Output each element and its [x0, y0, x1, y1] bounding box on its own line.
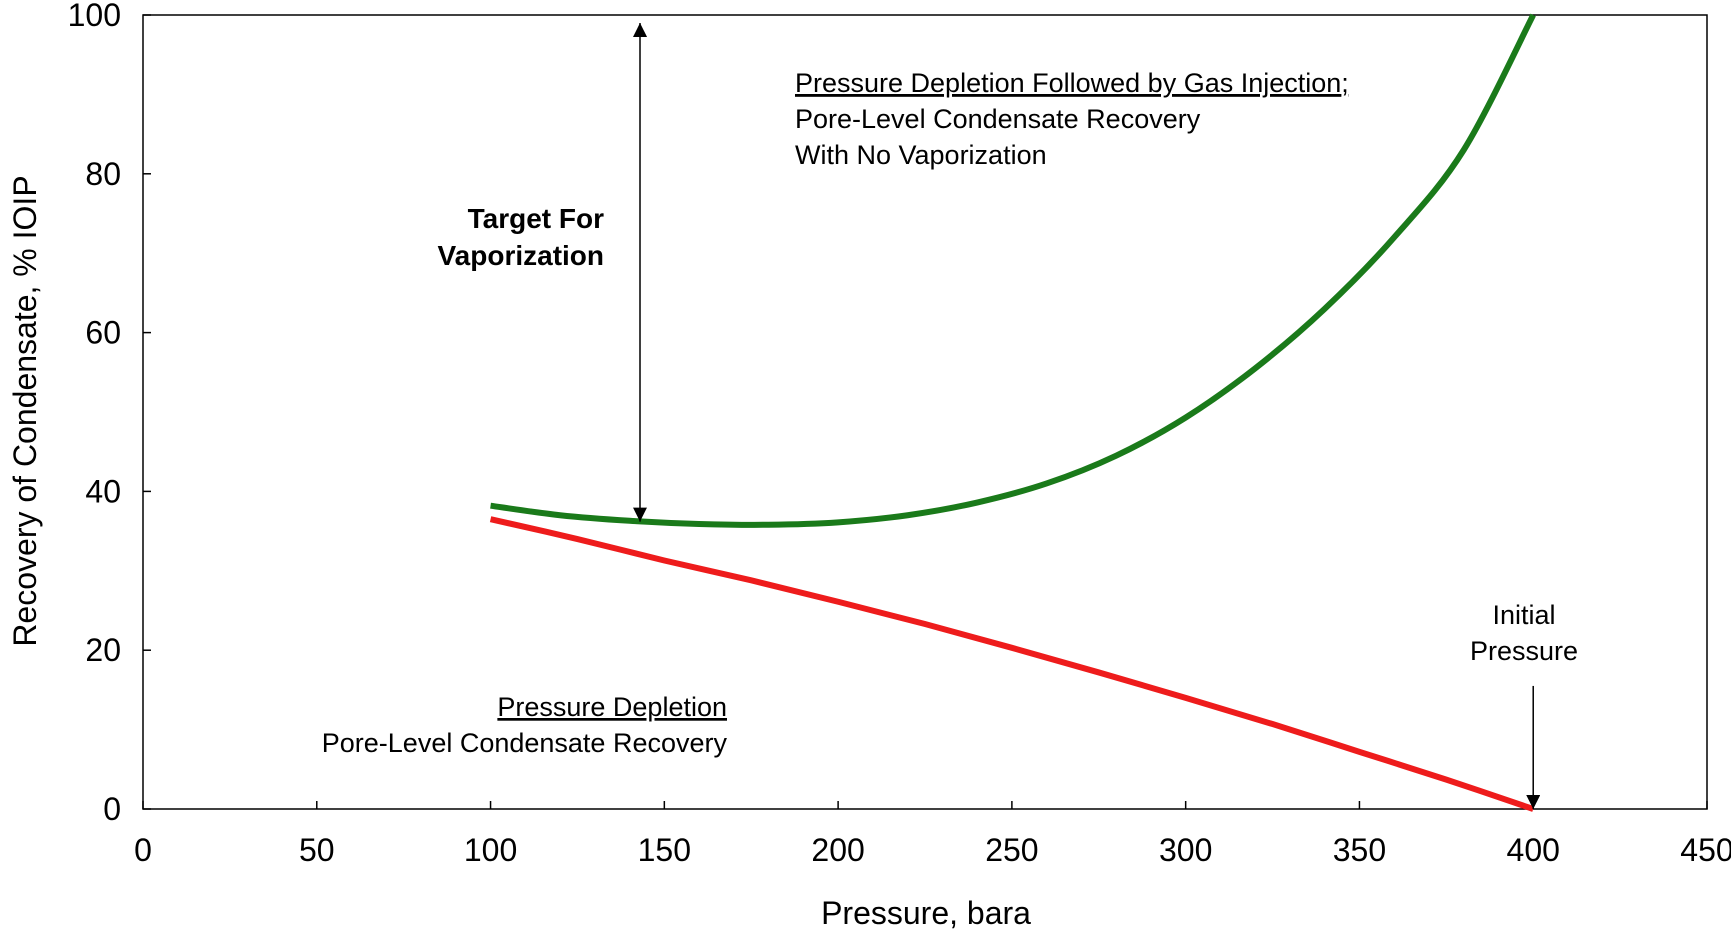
y-tick-label: 80 — [85, 156, 121, 192]
gas-injection-label-line2: Pore-Level Condensate Recovery — [795, 104, 1201, 134]
initial-pressure-label-line1: Initial — [1492, 600, 1555, 630]
y-tick-label: 0 — [103, 791, 121, 827]
x-tick-label: 0 — [134, 832, 152, 868]
x-tick-label: 250 — [985, 832, 1038, 868]
x-tick-label: 200 — [811, 832, 864, 868]
depletion-label-line1: Pressure Depletion — [497, 692, 727, 722]
gas-injection-underlined-text: Pressure Depletion Followed by Gas Injec… — [795, 68, 1341, 98]
y-tick-label: 60 — [85, 315, 121, 351]
x-tick-label: 450 — [1680, 832, 1731, 868]
gas-injection-label-line1: Pressure Depletion Followed by Gas Injec… — [795, 68, 1349, 98]
x-tick-label: 300 — [1159, 832, 1212, 868]
series-pressure-depletion-line — [489, 516, 1535, 812]
series-gas-injection-line — [490, 13, 1536, 528]
y-axis-title: Recovery of Condensate, % IOIP — [7, 175, 43, 646]
x-tick-label: 350 — [1333, 832, 1386, 868]
initial-pressure-label-line2: Pressure — [1470, 636, 1578, 666]
x-axis-title: Pressure, bara — [821, 895, 1031, 931]
target-label-line1: Target For — [468, 203, 604, 234]
x-tick-label: 150 — [638, 832, 691, 868]
plot-area — [142, 14, 1708, 810]
y-tick-label: 100 — [68, 0, 121, 33]
axis-tick-labels: 0 50 100 150 200 250 300 350 400 450 0 20 40 60 80 100 — [68, 0, 1731, 868]
x-tick-label: 400 — [1507, 832, 1560, 868]
depletion-label-line2: Pore-Level Condensate Recovery — [322, 728, 728, 758]
x-tick-label: 100 — [464, 832, 517, 868]
plot-border — [142, 14, 1708, 810]
y-tick-label: 40 — [85, 473, 121, 509]
gas-injection-semicolon: ; — [1341, 68, 1349, 98]
gas-injection-label-line3: With No Vaporization — [795, 140, 1047, 170]
annotations — [633, 22, 1541, 809]
series-layer — [489, 13, 1536, 812]
target-label-line2: Vaporization — [438, 240, 604, 271]
x-tick-label: 50 — [299, 832, 335, 868]
y-tick-label: 20 — [85, 632, 121, 668]
